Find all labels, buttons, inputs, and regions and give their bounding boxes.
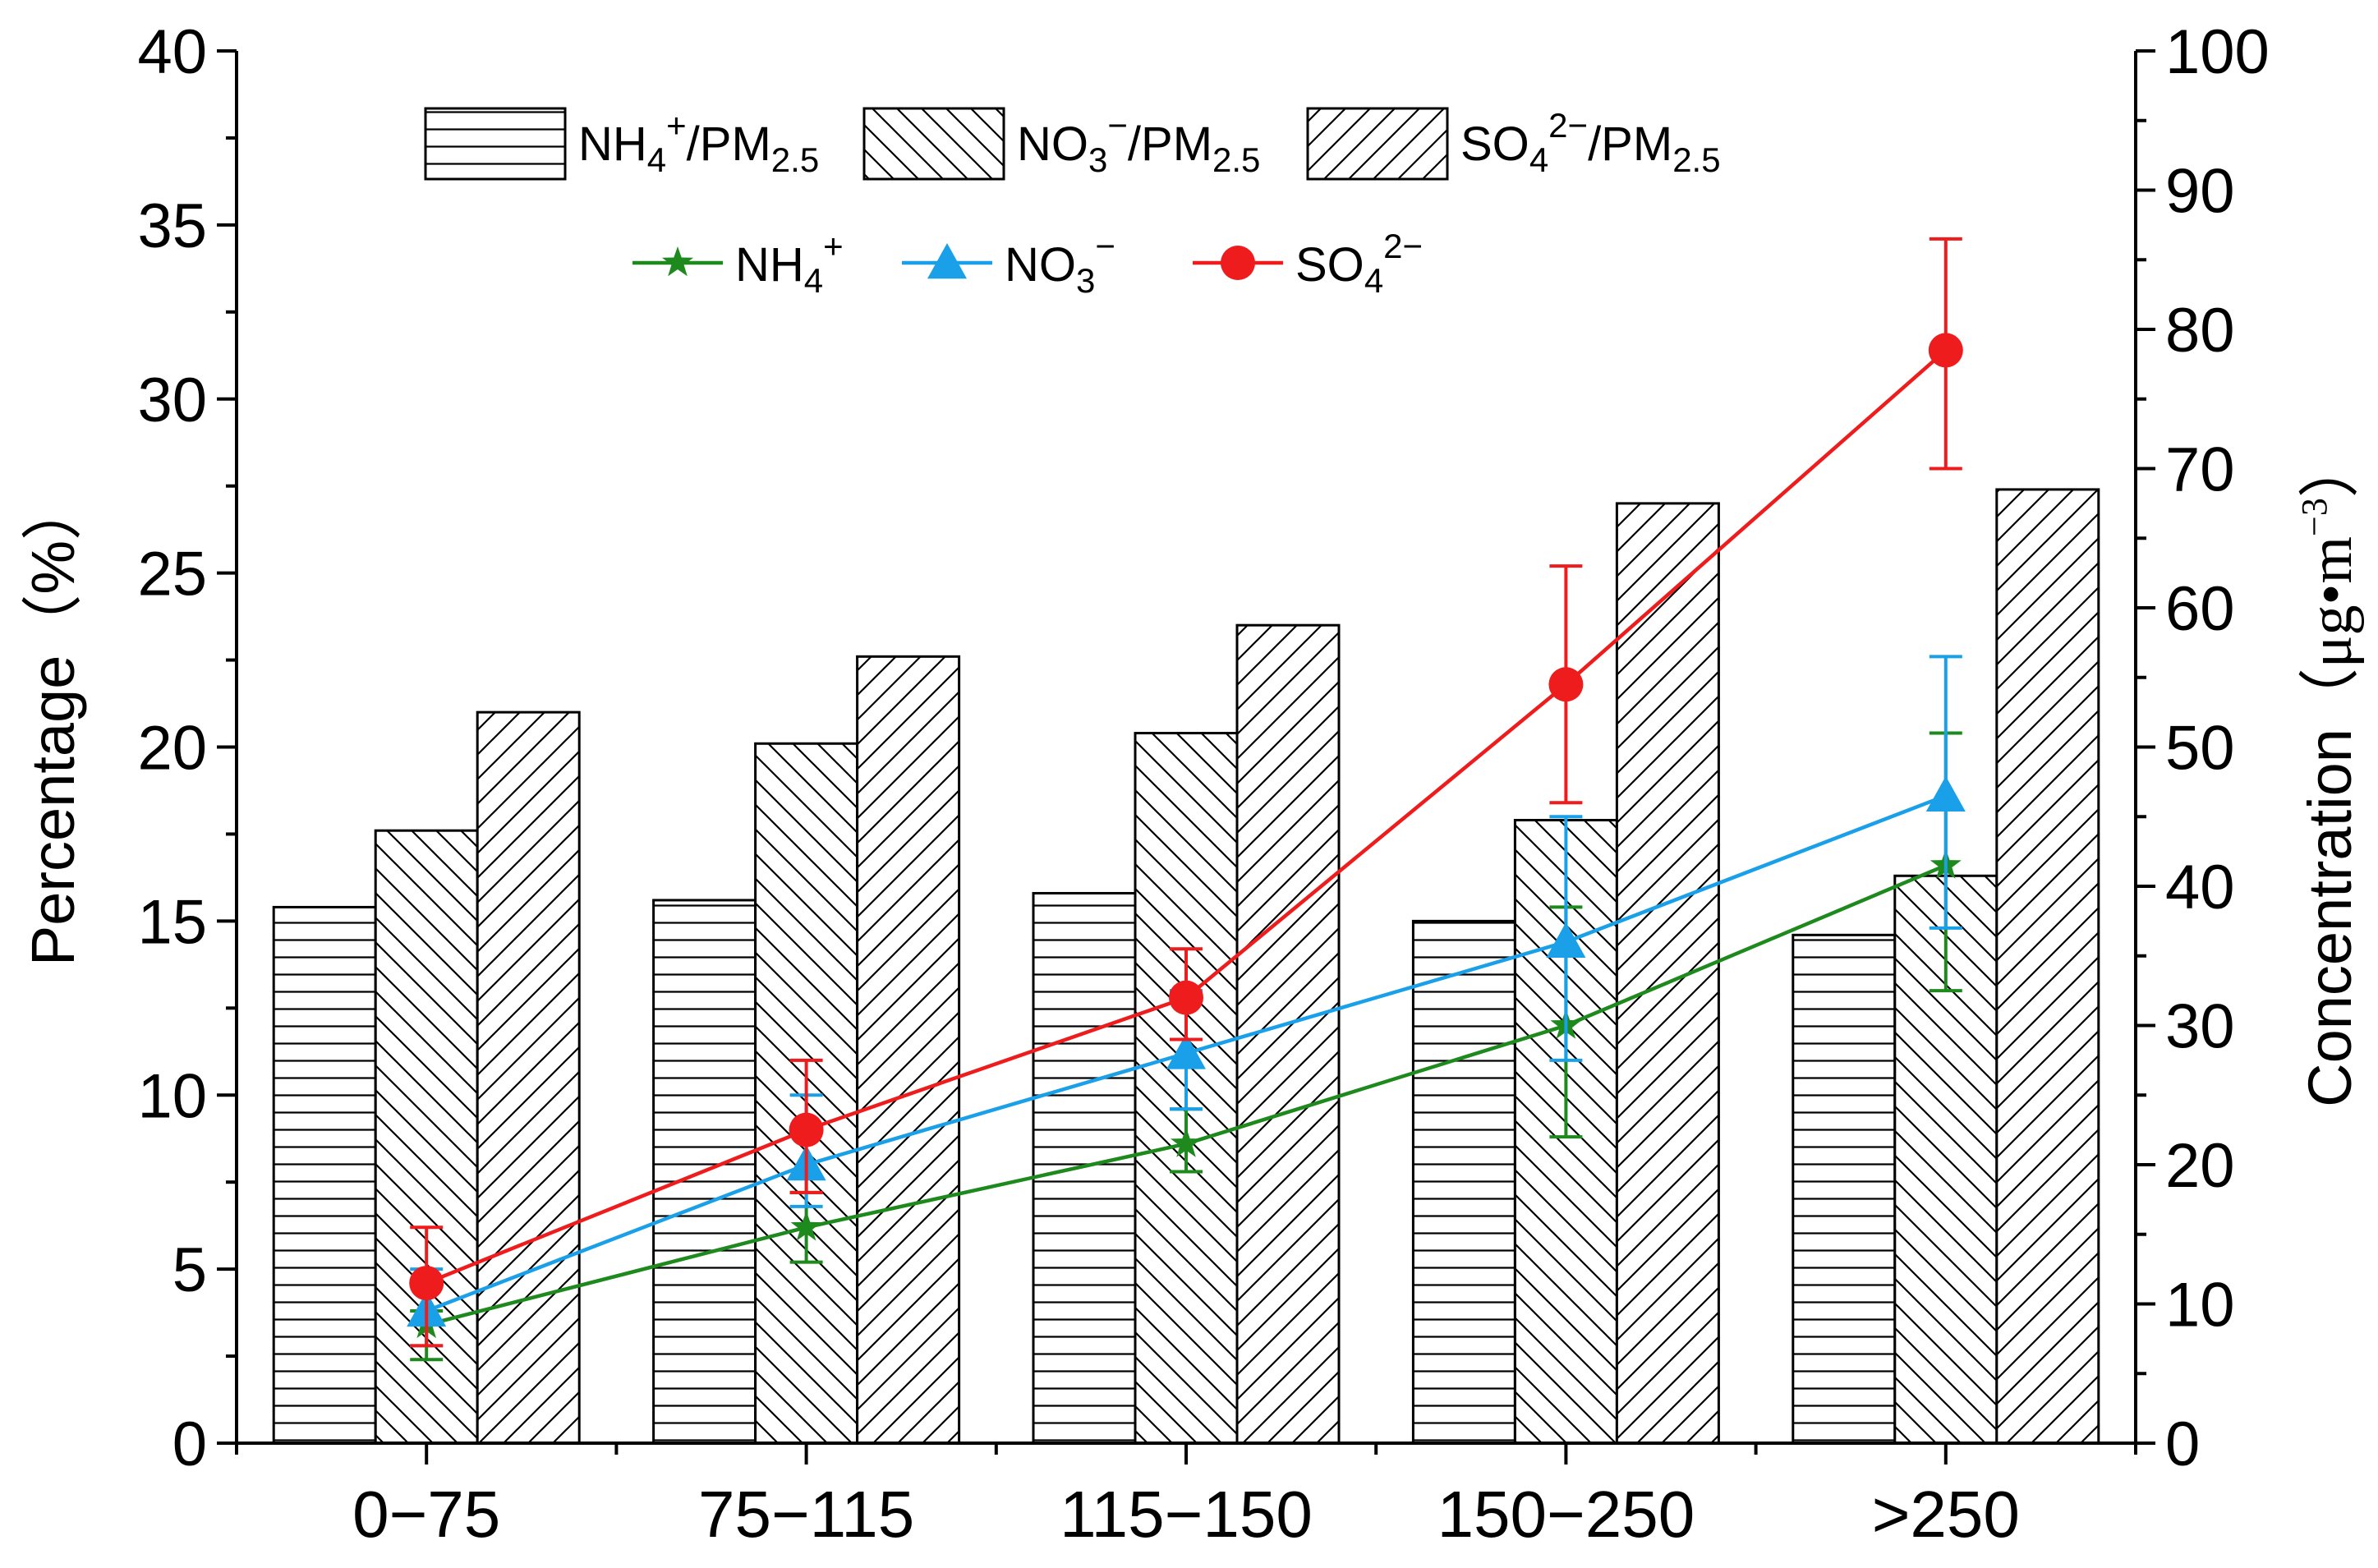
- bar-backslash-2: [1134, 732, 1239, 1445]
- bar-horizontal-4: [1792, 933, 1897, 1445]
- legend-marker-circle: [1221, 246, 1255, 280]
- marker-star-1: [790, 1211, 822, 1241]
- line-group: [407, 237, 1966, 1362]
- y-axis-right-title-main: Concentration（: [2296, 668, 2364, 1107]
- bar-slash-0: [476, 710, 581, 1445]
- y-right-tick-label: 90: [2165, 157, 2235, 227]
- legend-swatch-slash: [1306, 107, 1449, 181]
- bar-slash-4: [1995, 488, 2100, 1445]
- bar-slash-1: [856, 655, 961, 1445]
- bar-horizontal-3: [1411, 919, 1516, 1445]
- legend: NH4+/PM2.5 NO3−/PM2.5 SO42−/PM2.5 NH4+ NO3− S…: [424, 106, 1721, 300]
- marker-triangle-2: [1166, 1033, 1206, 1069]
- legend-label: SO42−/PM2.5: [1460, 106, 1721, 179]
- y-left-tick-label: 25: [137, 540, 207, 609]
- y-left-tick-label: 5: [172, 1235, 207, 1305]
- y-left-tick-label: 20: [137, 714, 207, 784]
- y-axis-right-title: Concentration（μg•m−3）: [2294, 437, 2365, 1107]
- marker-triangle-4: [1925, 775, 1966, 812]
- legend-marker-triangle: [927, 243, 967, 279]
- bar-group: [272, 488, 2100, 1445]
- y-left-tick-label: 0: [172, 1409, 207, 1479]
- y-left-tick-label: 10: [137, 1061, 207, 1131]
- y-left-tick-label: 35: [137, 191, 207, 261]
- legend-label: SO42−: [1295, 227, 1423, 300]
- bar-horizontal-2: [1032, 891, 1137, 1445]
- x-tick-label: 115−150: [1060, 1478, 1313, 1551]
- marker-triangle-3: [1546, 922, 1586, 958]
- y-right-tick-label: 80: [2165, 296, 2235, 366]
- y-right-tick-label: 40: [2165, 853, 2235, 922]
- marker-circle-2: [1169, 980, 1203, 1015]
- marker-circle-3: [1548, 667, 1584, 702]
- y-right-tick-label: 10: [2165, 1271, 2235, 1340]
- y-axis-right-title-close: ）: [2296, 437, 2364, 498]
- legend-swatch-backslash: [862, 107, 1005, 181]
- x-tick-label: >250: [1872, 1478, 2020, 1551]
- legend-label: NO3−: [1005, 227, 1115, 300]
- y-right-tick-label: 100: [2165, 17, 2270, 87]
- y-right-tick-label: 50: [2165, 714, 2235, 784]
- y-left-tick-label: 40: [137, 17, 207, 87]
- legend-swatch-horizontal: [424, 107, 567, 181]
- legend-marker-star: [662, 246, 693, 277]
- marker-circle-1: [789, 1112, 824, 1147]
- x-tick-label: 75−115: [698, 1478, 914, 1551]
- marker-circle-4: [1928, 333, 1963, 368]
- y-axis-right-title-unit: μg•m: [2298, 536, 2365, 668]
- y-axis-left-title: Percentage（%）: [19, 480, 87, 966]
- x-tick-label: 0−75: [352, 1478, 500, 1551]
- bar-slash-3: [1615, 502, 1720, 1445]
- y-right-tick-label: 70: [2165, 435, 2235, 505]
- legend-label: NH4+: [735, 227, 844, 300]
- y-right-tick-label: 30: [2165, 992, 2235, 1062]
- y-axis-right-title-exp: −3: [2294, 498, 2334, 536]
- y-right-tick-label: 60: [2165, 574, 2235, 644]
- legend-label: NH4+/PM2.5: [578, 106, 819, 179]
- y-left-tick-label: 15: [137, 887, 207, 957]
- y-right-tick-label: 20: [2165, 1131, 2235, 1201]
- marker-star-2: [1171, 1127, 1202, 1157]
- y-right-tick-label: 0: [2165, 1409, 2200, 1479]
- marker-circle-0: [409, 1266, 444, 1301]
- axes: 0 5 10 15 20 25 30 35 40 0 10 20 30 40 50 60 70 80 90 100 0−…: [137, 17, 2269, 1551]
- y-left-tick-label: 30: [137, 366, 207, 435]
- bar-horizontal-0: [272, 905, 377, 1445]
- legend-label: NO3−/PM2.5: [1017, 106, 1260, 179]
- x-tick-label: 150−250: [1437, 1478, 1695, 1551]
